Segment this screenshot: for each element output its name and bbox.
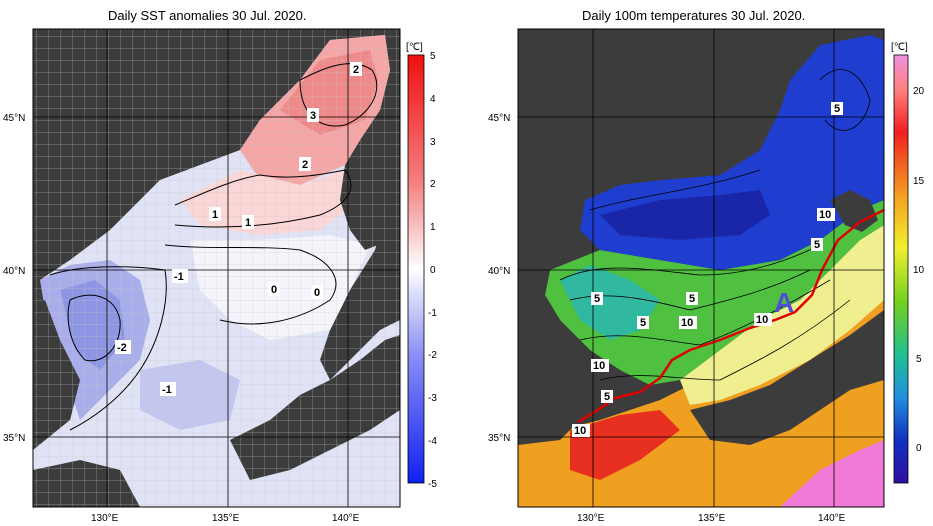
right-sea-pink-south — [780, 440, 884, 507]
left-contour-m2 — [67, 294, 121, 362]
left-cb-tick-0: 0 — [430, 265, 436, 276]
left-axis-labels: 45°N 40°N 35°N 130°E 135°E 140°E — [3, 113, 360, 524]
right-contour-label-11: 10 — [574, 425, 586, 437]
right-colorbar: [℃] 20 15 10 5 0 — [891, 42, 925, 484]
left-lat-tick-40: 40°N — [3, 266, 25, 277]
left-map-frame — [32, 28, 401, 508]
right-axis-labels: 45°N 40°N 35°N 130°E 135°E 140°E — [488, 113, 846, 524]
left-contour-label-3: 2 — [302, 159, 308, 171]
right-cb-tick-0: 0 — [916, 443, 922, 454]
left-lon-tick-140: 140°E — [332, 513, 360, 524]
left-cb-tick-m1: -1 — [428, 308, 437, 319]
left-lat-tick-35: 35°N — [3, 433, 25, 444]
right-lon-tick-140: 140°E — [818, 513, 846, 524]
right-ne-land — [518, 29, 884, 260]
right-contour-labels: 5 10 5 5 5 5 10 10 10 5 10 — [572, 102, 843, 437]
left-map-title: Daily SST anomalies 30 Jul. 2020. — [108, 8, 307, 23]
right-lon-tick-130: 130°E — [577, 513, 605, 524]
left-lon-tick-130: 130°E — [91, 513, 119, 524]
left-contour-label-9: -2 — [117, 342, 127, 354]
left-contour-label-8: 0 — [314, 287, 320, 299]
right-sea-deep-blue — [600, 190, 770, 240]
right-thermal-front — [577, 208, 884, 424]
right-contour-label-5: 5 — [689, 293, 695, 305]
right-sea-green-zone — [545, 200, 884, 385]
left-contour-label-10: -1 — [162, 384, 172, 396]
left-contour-label-7: 0 — [271, 284, 277, 296]
right-contour-label-7: 10 — [681, 317, 693, 329]
left-lon-tick-135: 135°E — [212, 513, 240, 524]
right-lon-tick-135: 135°E — [698, 513, 726, 524]
right-contour-label-6: 5 — [640, 317, 646, 329]
left-contour-m1 — [49, 266, 167, 431]
right-colorbar-unit: [℃] — [891, 42, 908, 53]
left-colorbar: [℃] 5 4 3 2 1 0 -1 -2 -3 -4 -5 — [406, 42, 437, 490]
left-colorbar-bar — [407, 54, 425, 484]
right-cb-tick-10: 10 — [913, 265, 925, 276]
left-contour-0 — [164, 244, 337, 325]
right-contour-label-8: 10 — [756, 314, 768, 326]
left-contour-label-4: 1 — [212, 209, 218, 221]
left-cb-tick-m4: -4 — [428, 436, 437, 447]
right-contour-label-1: 5 — [834, 103, 840, 115]
left-cb-tick-m5: -5 — [428, 479, 437, 490]
right-sea-red-south — [570, 410, 680, 480]
right-contour-label-4: 5 — [594, 293, 600, 305]
left-cb-tick-m3: -3 — [428, 393, 437, 404]
left-contour-label-6: -1 — [174, 271, 184, 283]
right-contour-label-2: 10 — [819, 209, 831, 221]
right-lat-tick-40: 40°N — [488, 266, 510, 277]
left-lat-tick-45: 45°N — [3, 113, 25, 124]
left-cb-tick-4: 4 — [430, 94, 436, 105]
right-marker-letter: A — [774, 287, 794, 318]
right-lat-tick-35: 35°N — [488, 433, 510, 444]
right-lat-tick-45: 45°N — [488, 113, 510, 124]
right-contour-label-10: 5 — [604, 391, 610, 403]
left-cb-tick-2: 2 — [430, 179, 436, 190]
left-contour-label-2: 3 — [310, 110, 316, 122]
right-contour-label-9: 10 — [593, 360, 605, 372]
left-contour-1 — [174, 169, 352, 228]
left-map — [33, 29, 400, 507]
right-map-title: Daily 100m temperatures 30 Jul. 2020. — [582, 8, 806, 23]
right-japan-land-north — [830, 190, 878, 232]
left-cb-tick-m2: -2 — [428, 350, 437, 361]
left-contour-label-1: 2 — [353, 64, 359, 76]
right-contours — [559, 69, 871, 381]
right-contour-label-3: 5 — [814, 239, 820, 251]
left-major-gridlines — [33, 29, 400, 507]
right-japan-land — [690, 310, 884, 445]
left-cb-tick-5: 5 — [430, 51, 436, 62]
right-korea-land — [518, 260, 580, 445]
left-cb-tick-3: 3 — [430, 137, 436, 148]
left-grid — [33, 29, 400, 507]
left-contour-labels: 2 3 2 1 1 -1 0 0 -2 -1 — [115, 62, 362, 396]
left-contour-label-5: 1 — [245, 217, 251, 229]
left-colorbar-unit: [℃] — [406, 42, 423, 53]
right-sea-cyan-zone — [560, 265, 660, 340]
right-cb-tick-5: 5 — [916, 354, 922, 365]
right-cb-tick-15: 15 — [913, 176, 925, 187]
right-colorbar-bar — [893, 54, 909, 484]
right-map-frame — [517, 28, 885, 508]
left-cb-tick-1: 1 — [430, 222, 436, 233]
right-cb-tick-20: 20 — [913, 86, 925, 97]
